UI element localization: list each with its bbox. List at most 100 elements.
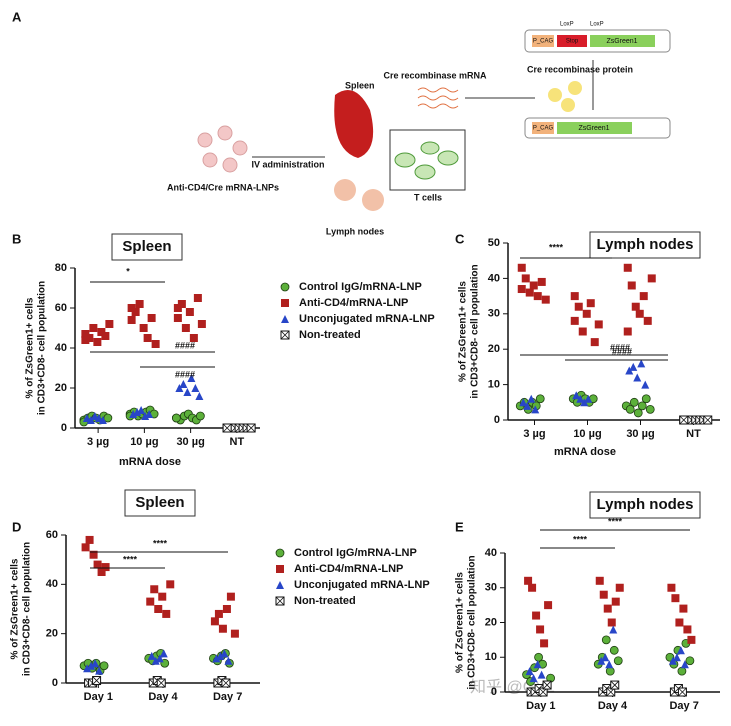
legend-label: Non-treated: [294, 595, 356, 607]
y-tick-label: 10: [488, 379, 500, 391]
data-point: [607, 618, 616, 627]
data-point: [92, 676, 102, 686]
data-point: [637, 359, 646, 368]
data-point: [83, 664, 92, 673]
data-point: [529, 281, 538, 290]
significance-label: *: [126, 266, 130, 276]
x-tick-label: 10 µg: [573, 428, 601, 440]
data-point: [214, 609, 223, 618]
x-tick-label: 30 µg: [176, 436, 204, 448]
y-axis-label: in CD3+CD8- cell population: [37, 281, 48, 415]
data-point: [537, 670, 546, 679]
chart-title: Lymph nodes: [597, 236, 694, 253]
data-point: [609, 625, 618, 634]
chart-title: Spleen: [135, 494, 184, 511]
data-point: [580, 398, 589, 407]
data-point: [146, 597, 155, 606]
lnp-label: Anti-CD4/Cre mRNA-LNPs: [167, 182, 279, 192]
y-tick-label: 40: [46, 578, 58, 590]
data-point: [89, 550, 98, 559]
data-point: [533, 660, 542, 669]
data-point: [601, 635, 611, 645]
data-point: [181, 324, 190, 332]
stop-box: [557, 35, 587, 47]
data-point: [525, 288, 534, 297]
legend-label: Non-treated: [299, 329, 361, 341]
iv-label: IV administration: [251, 159, 324, 169]
data-point: [679, 415, 689, 425]
legend-label: Anti-CD4/mRNA-LNP: [294, 563, 403, 575]
data-point: [578, 327, 587, 336]
data-point: [98, 416, 107, 424]
protein-label: Cre recombinase protein: [527, 64, 633, 74]
data-point: [193, 294, 202, 302]
marker-cross: [679, 415, 689, 425]
data-point: [517, 263, 526, 272]
data-point: [101, 332, 110, 340]
data-point: [601, 653, 610, 662]
data-point: [222, 423, 232, 433]
legend-marker: [281, 299, 289, 307]
spleen-label: Spleen: [345, 80, 375, 90]
data-point: [185, 308, 194, 316]
data-point: [623, 327, 632, 336]
marker-cross: [156, 678, 166, 688]
significance-label: ****: [573, 534, 588, 544]
data-point: [197, 320, 206, 328]
stop: Stop: [566, 39, 579, 45]
data-point: [532, 611, 541, 620]
y-tick-label: 0: [61, 422, 67, 434]
data-point: [584, 394, 593, 403]
title-box: [111, 233, 183, 261]
mrna-label: Cre recombinase mRNA: [383, 70, 487, 80]
data-point: [667, 583, 676, 592]
y-axis-label: % of ZsGreen1+ cells: [25, 297, 36, 398]
data-point: [676, 646, 685, 655]
y-tick-label: 30: [488, 308, 500, 320]
data-point: [613, 656, 623, 666]
promoter-box: [532, 122, 554, 134]
panel-label: E: [455, 519, 464, 534]
data-point: [81, 336, 90, 344]
loxp: LoxP: [560, 22, 574, 28]
data-point: [610, 680, 620, 690]
data-point: [535, 394, 545, 404]
data-point: [637, 401, 647, 411]
data-point: [93, 560, 102, 569]
data-point: [603, 604, 612, 613]
legend-marker: [276, 565, 284, 573]
data-point: [139, 324, 148, 332]
x-tick-label: NT: [686, 428, 701, 440]
marker-cross: [221, 678, 231, 688]
legend-label: Unconjugated mRNA-LNP: [294, 579, 430, 591]
lymph-icons: [334, 179, 384, 211]
title-box: [589, 491, 701, 519]
data-point: [531, 405, 540, 414]
data-point: [216, 651, 225, 660]
data-point: [93, 338, 102, 346]
data-point: [570, 292, 579, 301]
x-tick-label: 10 µg: [130, 436, 158, 448]
data-point: [635, 309, 644, 318]
marker-cross: [222, 423, 232, 433]
data-point: [590, 338, 599, 347]
promoter: P_CAG: [533, 39, 554, 45]
data-point: [611, 597, 620, 606]
legend-marker: [280, 330, 290, 340]
data-point: [101, 563, 110, 572]
data-point: [680, 660, 689, 669]
data-point: [87, 661, 96, 670]
x-tick-label: Day 1: [526, 700, 555, 712]
y-tick-label: 50: [488, 237, 500, 249]
data-point: [137, 406, 146, 414]
marker-cross: [703, 415, 713, 425]
y-tick-label: 60: [46, 529, 58, 541]
data-point: [537, 277, 546, 286]
legend-marker: [281, 315, 289, 323]
x-tick-label: 3 µg: [523, 428, 545, 440]
data-point: [647, 274, 656, 283]
data-point: [609, 645, 619, 655]
y-tick-label: 40: [485, 547, 497, 559]
schematic: A Anti-CD4/Cre mRNA-LNPs IV administrati…: [12, 9, 671, 236]
data-point: [187, 374, 196, 382]
